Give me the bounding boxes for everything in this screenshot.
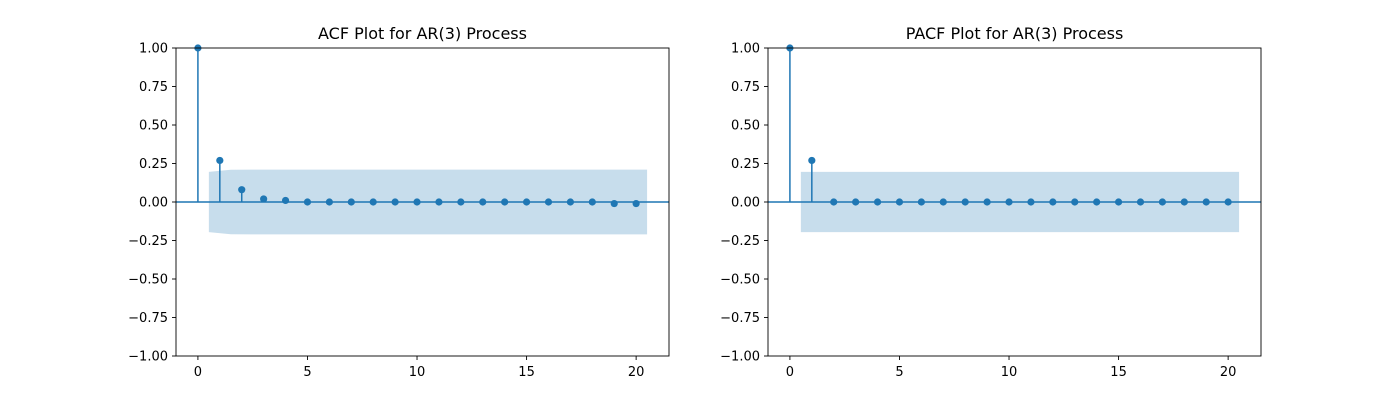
acf-marker-lag-10 <box>413 198 421 206</box>
pacf-y-tick-label: 0.25 <box>731 157 760 172</box>
acf-x-tick-label: 0 <box>194 365 202 380</box>
acf-marker-lag-9 <box>391 198 399 206</box>
acf-marker-lag-16 <box>544 198 553 206</box>
pacf-marker-lag-18 <box>1180 198 1188 206</box>
acf-marker-lag-8 <box>369 198 377 206</box>
pacf-y-tick-label: −0.25 <box>720 234 760 249</box>
pacf-x-tick-label: 5 <box>895 365 903 380</box>
acf-marker-lag-3 <box>260 195 268 203</box>
pacf-marker-lag-19 <box>1202 198 1210 206</box>
pacf-marker-lag-14 <box>1093 198 1101 206</box>
acf-y-tick-label: −0.25 <box>128 234 168 249</box>
acf-chart-title: ACF Plot for AR(3) Process <box>318 24 527 43</box>
pacf-marker-lag-2 <box>830 198 838 206</box>
acf-marker-lag-4 <box>281 196 290 205</box>
pacf-marker-lag-15 <box>1114 198 1123 206</box>
pacf-y-tick-label: 1.00 <box>731 42 760 57</box>
acf-y-tick-label: −0.75 <box>128 311 168 326</box>
acf-marker-lag-5 <box>303 198 312 206</box>
acf-y-tick-label: −0.50 <box>128 273 168 288</box>
pacf-y-tick-label: −1.00 <box>720 350 760 365</box>
acf-y-tick-label: 0.25 <box>139 157 168 172</box>
acf-y-tick-label: 0.50 <box>139 119 168 134</box>
pacf-x-tick-label: 15 <box>1110 365 1127 380</box>
acf-y-tick-label: −1.00 <box>128 350 168 365</box>
pacf-marker-lag-16 <box>1136 198 1145 206</box>
acf-marker-lag-2 <box>238 186 246 194</box>
acf-y-tick-label: 0.75 <box>139 80 168 95</box>
pacf-x-tick-label: 10 <box>1001 365 1018 380</box>
pacf-y-tick-label: −0.50 <box>720 273 760 288</box>
acf-marker-lag-14 <box>501 198 509 206</box>
pacf-marker-lag-12 <box>1049 198 1057 206</box>
pacf-marker-lag-13 <box>1071 198 1079 206</box>
pacf-chart-title: PACF Plot for AR(3) Process <box>906 24 1124 43</box>
pacf-marker-lag-1 <box>808 156 816 165</box>
pacf-marker-lag-10 <box>1005 198 1013 206</box>
acf-marker-lag-1 <box>216 156 224 165</box>
pacf-x-tick-label: 20 <box>1220 365 1237 380</box>
pacf-marker-lag-8 <box>961 198 969 206</box>
pacf-x-tick-label: 0 <box>786 365 794 380</box>
acf-marker-lag-15 <box>522 198 531 206</box>
pacf-marker-lag-6 <box>917 198 925 206</box>
acf-x-tick-label: 5 <box>303 365 311 380</box>
acf-marker-lag-11 <box>435 198 443 206</box>
pacf-y-tick-label: 0.75 <box>731 80 760 95</box>
acf-marker-lag-19 <box>610 199 618 208</box>
acf-x-tick-label: 10 <box>409 365 426 380</box>
pacf-marker-lag-20 <box>1224 198 1232 206</box>
pacf-marker-lag-11 <box>1027 198 1035 206</box>
acf-marker-lag-17 <box>566 198 575 206</box>
acf-marker-lag-7 <box>347 198 355 206</box>
acf-marker-lag-13 <box>479 198 487 206</box>
acf-y-tick-label: 0.00 <box>139 196 168 211</box>
acf-chart: 1.00 0.75 0.50 0.25 0.00 −0.25 −0.50 −0.75 −1.00… <box>128 24 670 380</box>
acf-marker-lag-6 <box>325 198 333 206</box>
acf-x-tick-label: 15 <box>518 365 535 380</box>
pacf-chart: 1.00 0.75 0.50 0.25 0.00 −0.25 −0.50 −0.75 −1.00… <box>720 24 1262 380</box>
pacf-y-tick-label: 0.00 <box>731 196 760 211</box>
pacf-marker-lag-17 <box>1158 198 1166 206</box>
pacf-marker-lag-9 <box>983 198 991 206</box>
acf-marker-lag-20 <box>632 199 640 208</box>
pacf-marker-lag-3 <box>852 198 860 206</box>
pacf-y-tick-label: −0.75 <box>720 311 760 326</box>
acf-marker-lag-18 <box>588 198 596 206</box>
pacf-marker-lag-4 <box>873 198 882 206</box>
acf-x-tick-label: 20 <box>628 365 645 380</box>
pacf-y-tick-label: 0.50 <box>731 119 760 134</box>
acf-marker-lag-12 <box>457 198 465 206</box>
pacf-marker-lag-7 <box>939 198 947 206</box>
acf-y-tick-label: 1.00 <box>139 42 168 57</box>
pacf-marker-lag-5 <box>895 198 904 206</box>
